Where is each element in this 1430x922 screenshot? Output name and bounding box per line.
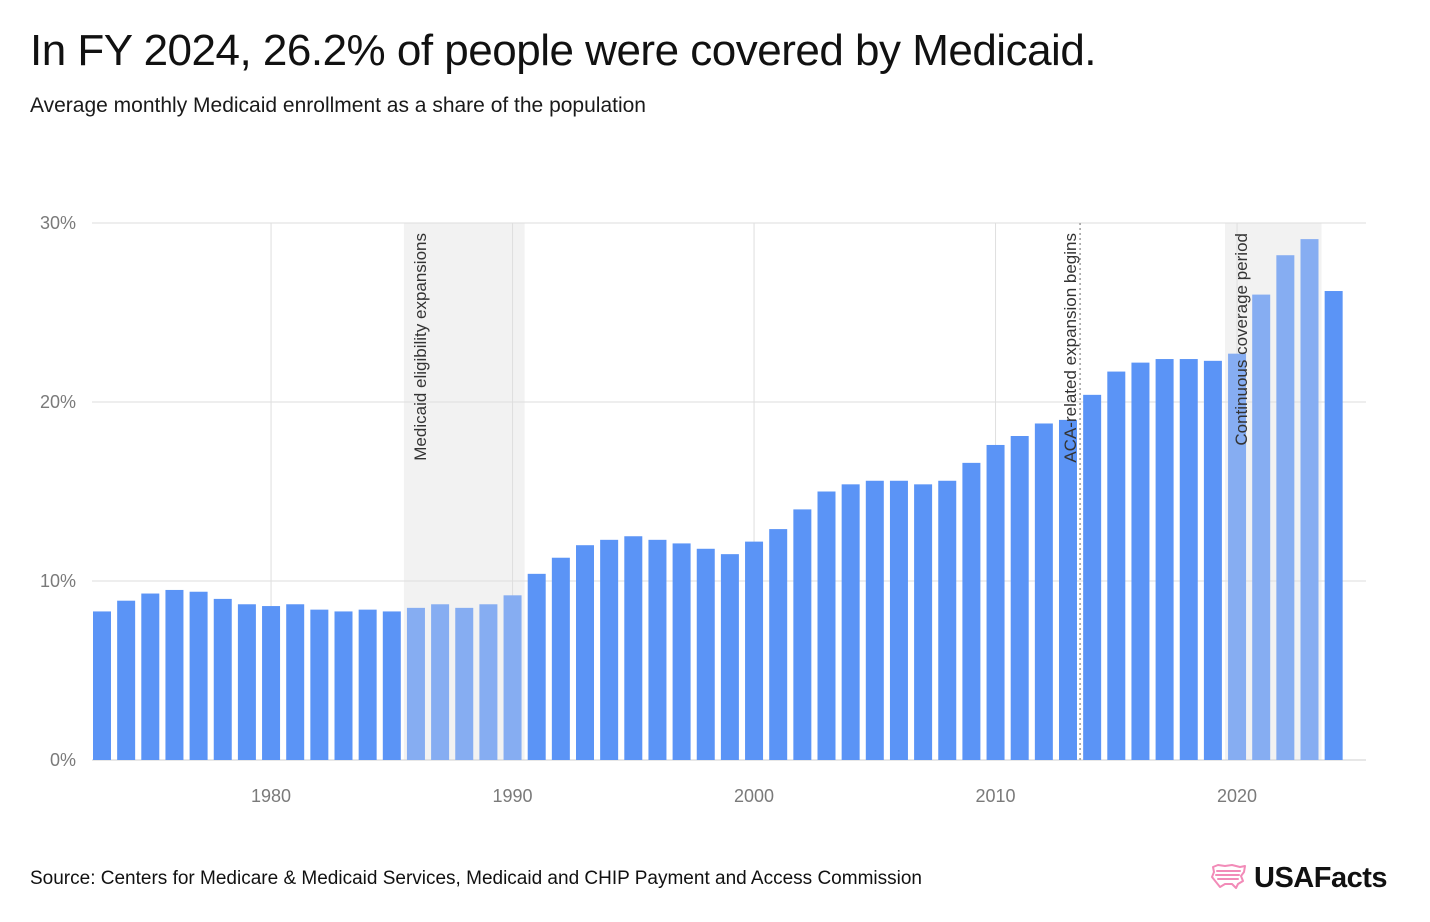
bar-1973 — [93, 611, 111, 760]
bar-2013 — [1059, 419, 1077, 760]
bar-1994 — [600, 539, 619, 760]
bar-2005 — [865, 480, 884, 760]
bar-1981 — [286, 604, 305, 760]
bars — [93, 239, 1343, 761]
bar-1995 — [624, 536, 643, 760]
y-tick-label: 20% — [40, 392, 76, 412]
bar-2015 — [1107, 371, 1126, 760]
x-tick-label: 2010 — [976, 786, 1016, 806]
brand-logo[interactable]: USAFacts — [1210, 862, 1388, 895]
bar-1990 — [503, 595, 522, 760]
bar-2004 — [841, 484, 860, 760]
bar-2016 — [1131, 362, 1150, 760]
annotations: Medicaid eligibility expansions Continuou… — [411, 223, 1251, 760]
bar-1996 — [648, 539, 667, 760]
bar-2011 — [1010, 436, 1029, 760]
band-label-2: Continuous coverage period — [1232, 233, 1251, 446]
x-tick-label: 2000 — [734, 786, 774, 806]
bar-2003 — [817, 491, 836, 760]
bar-2022 — [1276, 255, 1295, 760]
bar-1975 — [141, 593, 160, 760]
bar-1999 — [720, 554, 739, 760]
bar-2020 — [1228, 353, 1247, 760]
brand-name: USAFacts — [1254, 862, 1388, 894]
x-tick-label: 1980 — [251, 786, 291, 806]
bar-chart: Medicaid eligibility expansions Continuou… — [40, 213, 1366, 806]
bar-1985 — [382, 611, 401, 760]
bar-1988 — [455, 607, 474, 760]
bar-2009 — [962, 462, 981, 760]
bar-2010 — [986, 444, 1005, 760]
bar-2014 — [1083, 394, 1102, 760]
us-flag-map-icon — [1210, 862, 1248, 895]
y-tick-label: 0% — [50, 750, 76, 770]
bar-1976 — [165, 589, 184, 760]
bar-2007 — [914, 484, 933, 760]
y-tick-label: 10% — [40, 571, 76, 591]
bar-2012 — [1034, 423, 1053, 760]
chart-subtitle: Average monthly Medicaid enrollment as a… — [30, 94, 646, 117]
bar-1980 — [262, 606, 281, 760]
source-note: Source: Centers for Medicare & Medicaid … — [30, 868, 922, 889]
band-label-1: Medicaid eligibility expansions — [411, 233, 430, 461]
bar-1983 — [334, 611, 353, 760]
bar-2001 — [769, 529, 788, 760]
x-tick-label: 2020 — [1217, 786, 1257, 806]
bar-1986 — [406, 607, 425, 760]
bar-1989 — [479, 604, 498, 760]
bar-1987 — [431, 604, 450, 760]
bar-2017 — [1155, 359, 1174, 760]
bar-1993 — [576, 545, 594, 760]
bar-1998 — [696, 548, 715, 760]
bar-2019 — [1203, 360, 1222, 760]
bar-1977 — [189, 591, 208, 760]
x-axis: 1980 1990 2000 2010 2020 — [251, 786, 1257, 806]
chart-title: In FY 2024, 26.2% of people were covered… — [30, 26, 1097, 75]
bar-1978 — [213, 598, 232, 760]
bar-1992 — [551, 557, 570, 760]
bar-2000 — [745, 541, 764, 760]
bar-2006 — [889, 480, 908, 760]
y-tick-label: 30% — [40, 213, 76, 233]
bar-2021 — [1252, 294, 1271, 760]
bar-1984 — [358, 609, 377, 760]
bar-1979 — [237, 604, 256, 760]
bar-1991 — [527, 573, 546, 760]
bar-2002 — [793, 509, 812, 760]
bar-2024 — [1324, 291, 1343, 760]
bar-1982 — [310, 609, 329, 760]
bar-2023 — [1300, 239, 1319, 761]
bar-1997 — [672, 543, 691, 760]
bar-2008 — [938, 480, 957, 760]
bar-1974 — [117, 600, 136, 760]
bar-2018 — [1179, 359, 1198, 760]
y-axis: 0% 10% 20% 30% — [40, 213, 76, 770]
annotation-label: ACA-related expansion begins — [1061, 233, 1080, 463]
x-tick-label: 1990 — [493, 786, 533, 806]
